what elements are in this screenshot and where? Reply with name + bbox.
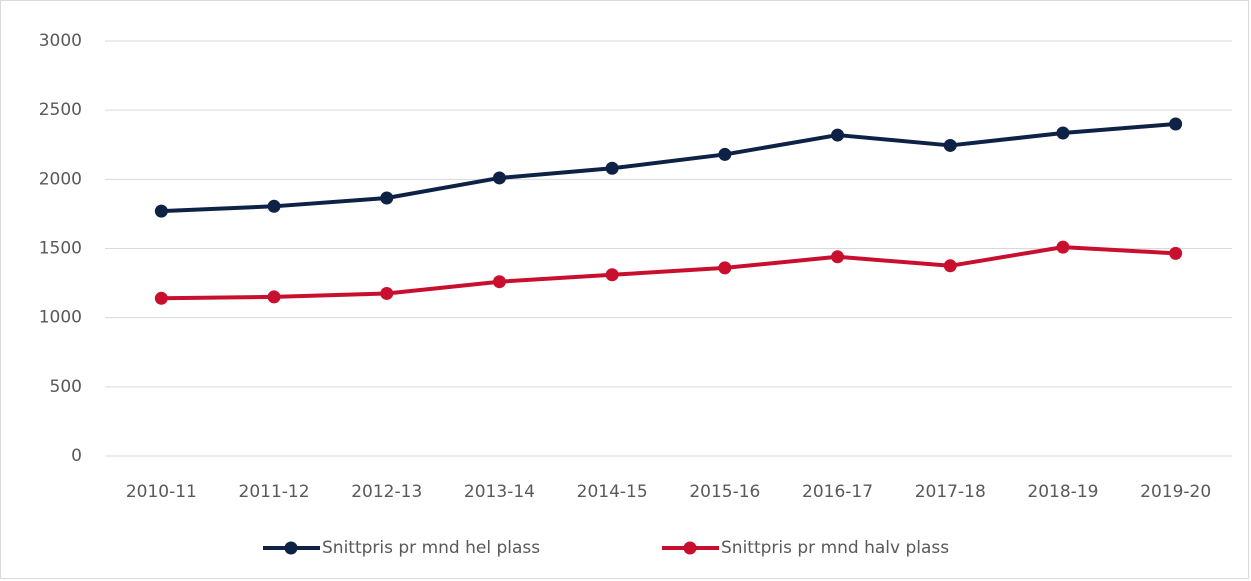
data-point [380, 286, 394, 300]
legend-label: Snittpris pr mnd hel plass [322, 538, 540, 558]
legend-marker [284, 541, 298, 555]
legend-label: Snittpris pr mnd halv plass [721, 538, 949, 558]
data-point [605, 268, 619, 282]
y-tick-label: 3000 [39, 31, 82, 51]
data-point [1169, 246, 1183, 260]
data-point [718, 147, 732, 161]
data-point [1056, 240, 1070, 254]
legend-item: Snittpris pr mnd halv plass [662, 538, 949, 558]
data-point [380, 191, 394, 205]
data-point [154, 291, 168, 305]
data-point [831, 250, 845, 264]
legend-item: Snittpris pr mnd hel plass [263, 538, 540, 558]
x-tick-label: 2017-18 [915, 482, 986, 502]
data-point [1169, 117, 1183, 131]
x-tick-label: 2012-13 [351, 482, 422, 502]
x-tick-label: 2019-20 [1140, 482, 1211, 502]
x-tick-label: 2013-14 [464, 482, 535, 502]
data-point [492, 171, 506, 185]
x-tick-label: 2014-15 [577, 482, 648, 502]
data-point [718, 261, 732, 275]
data-point [943, 138, 957, 152]
y-tick-label: 1500 [39, 239, 82, 259]
data-point [267, 199, 281, 213]
data-line [161, 122, 1176, 214]
data-point [267, 290, 281, 304]
x-tick-label: 2018-19 [1027, 482, 1098, 502]
data-point [943, 259, 957, 273]
data-point [154, 204, 168, 218]
x-tick-label: 2015-16 [689, 482, 760, 502]
data-point [1056, 126, 1070, 140]
y-tick-label: 1000 [39, 308, 82, 328]
x-tick-label: 2016-17 [802, 482, 873, 502]
y-tick-label: 2000 [39, 169, 82, 189]
data-line [161, 245, 1176, 301]
x-tick-label: 2011-12 [239, 482, 310, 502]
data-point [492, 275, 506, 289]
legend-marker [683, 541, 697, 555]
y-tick-label: 0 [71, 446, 82, 466]
y-tick-label: 500 [50, 377, 82, 397]
x-tick-label: 2010-11 [126, 482, 197, 502]
data-point [831, 128, 845, 142]
data-point [605, 161, 619, 175]
y-tick-label: 2500 [39, 100, 82, 120]
